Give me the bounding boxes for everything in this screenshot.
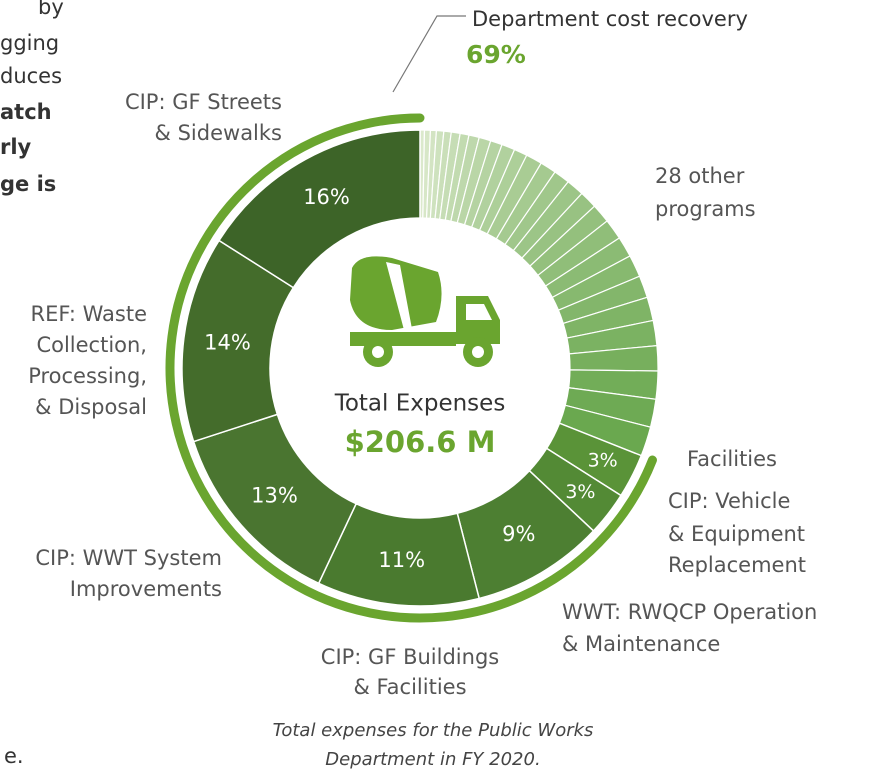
caption: Total expenses for the Public Works xyxy=(273,720,594,741)
segment-label: & Sidewalks xyxy=(155,121,282,145)
segment xyxy=(218,129,421,289)
percent-label: 3% xyxy=(588,450,618,472)
side-text: rly xyxy=(0,135,32,159)
percent-label: 11% xyxy=(378,548,425,572)
segment-label: Improvements xyxy=(70,577,222,601)
cab-window xyxy=(466,304,492,320)
segment-label: Processing, xyxy=(28,364,147,388)
segment-label: CIP: WWT System xyxy=(35,546,222,570)
wheel-hub xyxy=(372,346,384,358)
percent-label: 14% xyxy=(204,331,251,355)
other-label: programs xyxy=(655,197,756,221)
recovery-arc xyxy=(165,113,657,623)
segment-label: WWT: RWQCP Operation xyxy=(562,600,817,624)
caption: Department in FY 2020. xyxy=(325,749,540,770)
drum-stripe xyxy=(386,262,412,330)
segment-label: & Equipment xyxy=(668,522,805,546)
percent-label: 13% xyxy=(251,483,298,507)
segment-label: & Disposal xyxy=(35,395,147,419)
side-text: e. xyxy=(4,744,24,768)
segment-label: REF: Waste xyxy=(31,302,147,326)
donut: 3% 3% 9% 11% 13% 14% 16% Department cost recove… xyxy=(0,0,817,768)
center-total: $206.6 M xyxy=(345,425,496,459)
leader-line xyxy=(392,15,466,93)
side-text: ge is xyxy=(0,172,56,196)
percent-label: 16% xyxy=(303,185,350,209)
side-text: by xyxy=(38,0,64,19)
other-label: 28 other xyxy=(655,164,745,188)
side-text: gging xyxy=(0,31,59,55)
segment-label: Collection, xyxy=(36,333,147,357)
segment-label: CIP: GF Streets xyxy=(125,90,282,114)
recovery-value: 69% xyxy=(466,40,526,69)
percent-label: 3% xyxy=(565,481,595,503)
segment-label: & Facilities xyxy=(353,675,466,699)
side-text: atch xyxy=(0,100,52,124)
truck-icon xyxy=(350,256,500,367)
segment-label: & Maintenance xyxy=(562,632,720,656)
center-title: Total Expenses xyxy=(334,391,506,417)
segment-label: CIP: Vehicle xyxy=(668,489,790,513)
recovery-label: Department cost recovery xyxy=(472,7,748,31)
side-text: duces xyxy=(0,64,62,88)
wheel-hub xyxy=(472,346,484,358)
segment-label: Facilities xyxy=(687,447,777,471)
percent-label: 9% xyxy=(502,522,535,546)
segment-label: CIP: GF Buildings xyxy=(321,645,499,669)
segment-label: Replacement xyxy=(668,553,806,577)
